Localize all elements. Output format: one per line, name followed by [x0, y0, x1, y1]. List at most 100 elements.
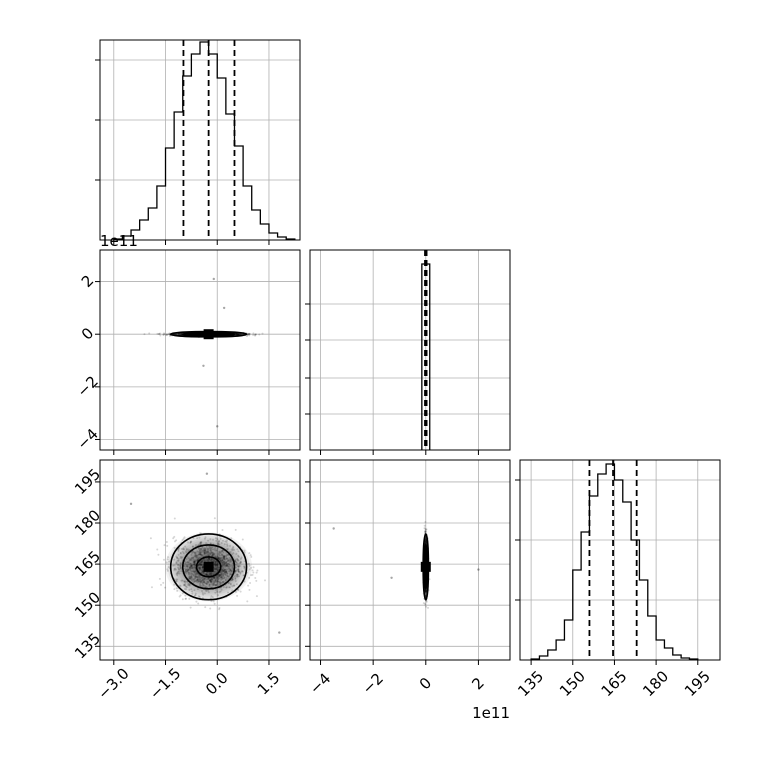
- sample-point: [177, 557, 180, 560]
- sample-point: [194, 559, 197, 562]
- sample-point: [180, 570, 183, 573]
- sample-point: [187, 571, 190, 574]
- sample-point: [217, 577, 220, 580]
- grid: [520, 460, 720, 660]
- sample-point: [206, 547, 209, 550]
- sample-point: [243, 565, 246, 568]
- sample-point: [224, 573, 227, 576]
- sample-point: [223, 562, 226, 565]
- sample-point: [210, 572, 213, 575]
- sample-point: [193, 560, 196, 563]
- sample-point: [224, 540, 227, 543]
- sample-point: [424, 577, 427, 580]
- sample-point: [194, 575, 197, 578]
- sample-point: [216, 555, 219, 558]
- sample-point: [193, 555, 196, 558]
- sample-point: [225, 579, 228, 582]
- sample-point: [184, 570, 187, 573]
- sample-point: [214, 549, 217, 552]
- sample-point: [187, 567, 190, 570]
- sample-point: [223, 556, 226, 559]
- sample-point: [217, 540, 220, 543]
- sample-point: [194, 554, 197, 557]
- sample-point: [424, 603, 427, 606]
- sample-point: [185, 568, 188, 571]
- sample-point: [198, 547, 201, 550]
- y-tick-label: 135: [71, 629, 104, 662]
- sample-point: [220, 582, 223, 585]
- sample-point: [185, 568, 188, 571]
- sample-point: [209, 546, 212, 549]
- sample-point: [207, 559, 210, 562]
- sample-point: [210, 558, 213, 561]
- sample-point: [226, 572, 229, 575]
- sample-point: [197, 557, 200, 560]
- sample-point: [183, 583, 186, 586]
- sample-point: [214, 561, 217, 564]
- sample-point: [187, 569, 190, 572]
- sample-point: [204, 536, 207, 539]
- sample-point: [220, 576, 223, 579]
- sample-point: [207, 573, 210, 576]
- sample-point: [255, 579, 258, 582]
- sample-point: [256, 569, 259, 572]
- sample-point: [216, 576, 219, 579]
- outlier-point: [390, 576, 393, 580]
- sample-point: [216, 580, 219, 583]
- sample-point: [208, 573, 211, 576]
- sample-point: [221, 333, 224, 336]
- sample-point: [177, 572, 180, 575]
- sample-point: [214, 537, 217, 540]
- sample-point: [234, 576, 237, 579]
- sample-point: [204, 547, 207, 550]
- sample-point: [229, 569, 232, 572]
- sample-point: [236, 562, 239, 565]
- sample-point: [192, 574, 195, 577]
- sample-point: [237, 568, 240, 571]
- sample-point: [158, 333, 161, 336]
- sample-point: [424, 589, 427, 592]
- sample-point: [209, 559, 212, 562]
- sample-point: [206, 550, 209, 553]
- sample-point: [202, 566, 205, 569]
- sample-point: [191, 333, 194, 336]
- sample-point: [215, 563, 218, 566]
- sample-point: [208, 557, 211, 560]
- sample-point: [203, 577, 206, 580]
- sample-point: [217, 577, 220, 580]
- sample-point: [208, 552, 211, 555]
- sample-point: [175, 580, 178, 583]
- sample-point: [167, 556, 170, 559]
- sample-point: [205, 554, 208, 557]
- sample-point: [201, 550, 204, 553]
- sample-point: [175, 580, 178, 583]
- sample-point: [424, 540, 427, 543]
- sample-point: [190, 564, 193, 567]
- sample-point: [218, 591, 221, 594]
- sample-point: [237, 333, 240, 336]
- sample-point: [175, 578, 178, 581]
- sample-point: [210, 560, 213, 563]
- sample-point: [157, 333, 160, 336]
- sample-point: [222, 581, 225, 584]
- sample-point: [227, 575, 230, 578]
- sample-point: [424, 528, 427, 531]
- sample-point: [221, 333, 224, 336]
- sample-point: [219, 551, 222, 554]
- sample-point: [264, 579, 267, 582]
- sample-point: [212, 538, 215, 541]
- sample-point: [201, 554, 204, 557]
- sample-point: [239, 561, 242, 564]
- sample-point: [194, 333, 197, 336]
- sample-point: [424, 589, 427, 592]
- sample-point: [198, 562, 201, 565]
- sample-point: [193, 333, 196, 336]
- sample-point: [220, 542, 223, 545]
- sample-point: [221, 333, 224, 336]
- sample-point: [180, 568, 183, 571]
- sample-point: [200, 547, 203, 550]
- sample-point: [196, 558, 199, 561]
- sample-point: [198, 532, 201, 535]
- grid: [100, 250, 300, 450]
- sample-point: [196, 576, 199, 579]
